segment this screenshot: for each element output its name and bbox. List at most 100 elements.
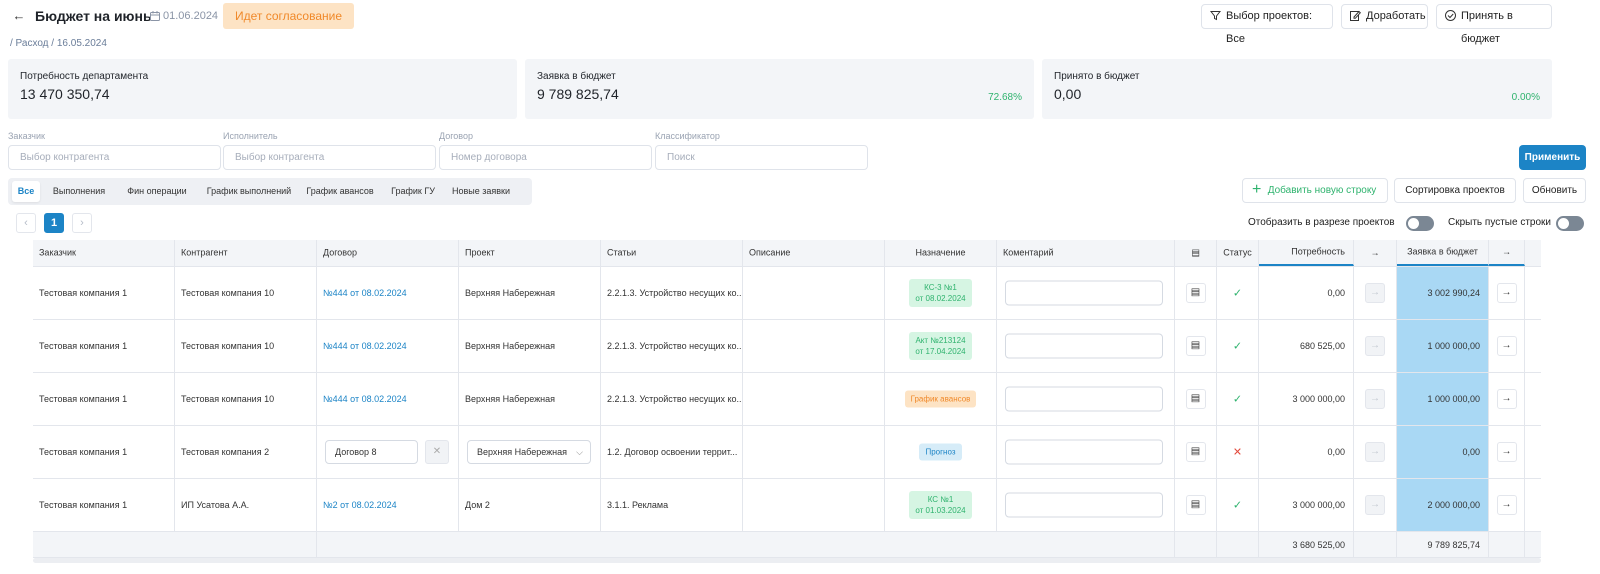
accept-budget-button[interactable]: Принять в бюджет — [1436, 4, 1552, 45]
document-icon[interactable]: ▤ — [1185, 283, 1206, 303]
col-request[interactable]: Заявка в бюджет — [1397, 240, 1489, 266]
comment-input[interactable] — [1005, 280, 1163, 306]
tab-execution-schedule[interactable]: График выполнений — [206, 186, 292, 196]
contract-link[interactable]: №2 от 08.02.2024 — [323, 500, 397, 510]
purpose-tag[interactable]: Прогноз — [919, 443, 962, 461]
col-contract[interactable]: Договор — [317, 240, 459, 266]
arrow-right-icon[interactable]: → — [1496, 283, 1517, 303]
cell-purpose: Прогноз — [885, 426, 997, 478]
contract-link[interactable]: №444 от 08.02.2024 — [323, 394, 407, 404]
contractor-text: Тестовая компания 2 — [181, 447, 270, 457]
contract-link[interactable]: №444 от 08.02.2024 — [323, 341, 407, 351]
chevron-down-icon: ⌵ — [576, 447, 583, 457]
col-articles[interactable]: Статьи — [601, 240, 743, 266]
check-circle-icon — [1445, 10, 1456, 21]
arrow-right-icon[interactable]: → — [1365, 389, 1385, 409]
rework-button[interactable]: Доработать — [1341, 4, 1428, 29]
page-header: ← Бюджет на июнь 01.06.2024 Идет согласо… — [0, 0, 1600, 45]
cell-customer: Тестовая компания 1 — [33, 426, 175, 478]
cell-comment — [997, 373, 1175, 425]
horizontal-scrollbar[interactable] — [33, 558, 1541, 563]
card-percent: 72.68% — [988, 92, 1022, 103]
arrow-right-icon[interactable]: → — [1365, 336, 1385, 356]
cell-customer: Тестовая компания 1 — [33, 373, 175, 425]
col-need[interactable]: Потребность — [1259, 240, 1354, 266]
add-row-button[interactable]: + Добавить новую строку — [1242, 178, 1388, 203]
comment-input[interactable] — [1005, 439, 1163, 465]
col-status[interactable]: Статус — [1217, 240, 1259, 266]
classifier-search-input[interactable]: Поиск — [655, 145, 868, 170]
contract-select[interactable]: Договор 8 — [325, 440, 418, 464]
refresh-button[interactable]: Обновить — [1523, 178, 1586, 203]
purpose-wrap: Прогноз — [885, 443, 996, 461]
by-projects-toggle[interactable] — [1406, 216, 1434, 231]
card-value: 0,00 — [1054, 86, 1082, 102]
col-comment[interactable]: Коментарий — [997, 240, 1175, 266]
executor-filter-input[interactable]: Выбор контрагента — [223, 145, 436, 170]
executor-filter-label: Исполнитель — [223, 131, 278, 141]
comment-input[interactable] — [1005, 492, 1163, 518]
request-value: 3 002 990,24 — [1427, 288, 1480, 298]
col-customer[interactable]: Заказчик — [33, 240, 175, 266]
arrow-right-icon[interactable]: → — [1365, 495, 1385, 515]
col-need-arrow[interactable]: → — [1354, 240, 1397, 266]
arrow-right-icon[interactable]: → — [1365, 283, 1385, 303]
cell-request-arrow: → — [1489, 320, 1525, 372]
arrow-right-icon[interactable]: → — [1496, 389, 1517, 409]
col-customer-label: Заказчик — [39, 247, 76, 258]
sort-projects-button[interactable]: Сортировка проектов — [1394, 178, 1516, 203]
cell-comment — [997, 267, 1175, 319]
project-text: Дом 2 — [465, 500, 490, 510]
tab-advance-schedule[interactable]: График авансов — [306, 186, 374, 196]
tab-fin-operations[interactable]: Фин операции — [127, 186, 187, 196]
col-contractor[interactable]: Контрагент — [175, 240, 317, 266]
col-description[interactable]: Описание — [743, 240, 885, 266]
total-request: 9 789 825,74 — [1397, 532, 1489, 557]
tab-new-requests[interactable]: Новые заявки — [451, 186, 510, 196]
col-request-arrow[interactable]: → — [1489, 240, 1525, 266]
purpose-tag[interactable]: Акт №213124 от 17.04.2024 — [909, 332, 972, 360]
project-select[interactable]: Верхняя Набережная ⌵ — [467, 440, 591, 464]
arrow-right-icon[interactable]: → — [1365, 442, 1385, 462]
purpose-tag[interactable]: КС-3 №1 от 08.02.2024 — [909, 279, 972, 307]
next-page-button[interactable]: › — [72, 213, 92, 233]
col-project[interactable]: Проект — [459, 240, 601, 266]
breadcrumb[interactable]: / Расход / 16.05.2024 — [10, 38, 107, 49]
clear-contract-icon[interactable]: ✕ — [425, 440, 449, 464]
arrow-right-icon[interactable]: → — [1496, 442, 1517, 462]
document-icon[interactable]: ▤ — [1185, 336, 1206, 356]
articles-text: 3.1.1. Реклама — [607, 500, 669, 510]
comment-input[interactable] — [1005, 386, 1163, 412]
purpose-tag[interactable]: График авансов — [904, 390, 977, 408]
cell-request: 0,00 — [1397, 426, 1489, 478]
contract-link[interactable]: №444 от 08.02.2024 — [323, 288, 407, 298]
back-arrow-icon[interactable]: ← — [12, 8, 26, 23]
edit-icon — [1350, 10, 1361, 21]
cell-document: ▤ — [1175, 267, 1217, 319]
comment-input[interactable] — [1005, 333, 1163, 359]
tab-executions[interactable]: Выполнения — [52, 186, 106, 196]
document-icon[interactable]: ▤ — [1185, 389, 1206, 409]
card-value: 9 789 825,74 — [537, 86, 619, 102]
project-filter-button[interactable]: Выбор проектов: Все — [1201, 4, 1333, 45]
arrow-right-icon[interactable]: → — [1496, 336, 1517, 356]
customer-filter-input[interactable]: Выбор контрагента — [8, 145, 221, 170]
arrow-right-icon[interactable]: → — [1496, 495, 1517, 515]
status-badge: Идет согласование — [223, 3, 354, 29]
col-contractor-label: Контрагент — [181, 247, 228, 258]
document-icon[interactable]: ▤ — [1185, 495, 1206, 515]
col-document[interactable]: ▤ — [1175, 240, 1217, 266]
purpose-tag[interactable]: КС №1 от 01.03.2024 — [909, 491, 972, 519]
tab-all[interactable]: Все — [12, 181, 40, 202]
col-request-label: Заявка в бюджет — [1407, 246, 1478, 257]
check-icon: ✓ — [1232, 340, 1243, 353]
document-icon[interactable]: ▤ — [1185, 442, 1206, 462]
apply-button[interactable]: Применить — [1519, 145, 1586, 170]
contract-filter-input[interactable]: Номер договора — [439, 145, 652, 170]
page-1-button[interactable]: 1 — [44, 213, 64, 233]
prev-page-button[interactable]: ‹ — [16, 213, 36, 233]
cell-need-arrow: → — [1354, 479, 1397, 531]
col-purpose[interactable]: Назначение — [885, 240, 997, 266]
hide-empty-toggle[interactable] — [1556, 216, 1584, 231]
tab-gu-schedule[interactable]: График ГУ — [391, 186, 435, 196]
